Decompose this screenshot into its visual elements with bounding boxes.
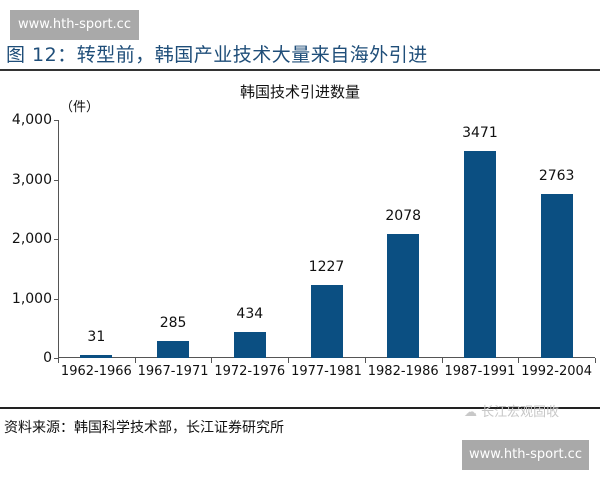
source-note: 资料来源：韩国科学技术部，长江证券研究所	[4, 420, 284, 436]
bar	[233, 332, 266, 358]
x-category-label: 1967-1971	[137, 364, 209, 379]
chart-title: 韩国技术引进数量	[239, 83, 360, 101]
x-tick	[288, 358, 290, 363]
x-category-label: 1982-1986	[367, 364, 439, 379]
x-category-label: 1992-2004	[521, 364, 593, 379]
figure-title: 图 12：转型前，韩国产业技术大量来自海外引进	[6, 44, 428, 66]
bar-value-label: 434	[236, 306, 264, 323]
wechat-account-name: 长江宏观固收	[481, 405, 560, 420]
x-tick	[58, 358, 59, 363]
wechat-watermark: ☁ 长江宏观固收	[464, 401, 559, 420]
x-tick	[134, 358, 136, 363]
y-tick	[54, 298, 58, 300]
y-tick-label: 1,000	[11, 290, 52, 307]
bottom-divider	[0, 407, 600, 409]
y-tick-label: 3,000	[11, 171, 52, 188]
y-tick-label: 4,000	[11, 112, 52, 128]
bar	[387, 234, 420, 358]
y-tick-label: 0	[43, 350, 52, 366]
y-axis	[58, 120, 59, 358]
y-tick	[54, 179, 58, 181]
bar-value-label: 31	[87, 329, 106, 345]
x-category-label: 1962-1966	[60, 364, 132, 379]
bar-value-label: 285	[159, 315, 187, 332]
y-tick-label: 2,000	[11, 231, 52, 247]
x-category-label: 1977-1981	[291, 364, 362, 379]
bar	[463, 151, 496, 358]
x-category-label: 1987-1991	[444, 364, 516, 379]
y-tick	[54, 120, 58, 121]
plot-area: 0 1,000 2,000 3,000 4,000 31 1962-1966 285 1967-…	[12, 112, 596, 379]
x-category-label: 1972-1976	[214, 364, 286, 379]
bar-value-label: 1227	[308, 258, 345, 275]
x-tick	[595, 358, 596, 363]
y-tick	[54, 239, 58, 240]
y-axis-unit: （件）	[60, 100, 100, 115]
wechat-icon: ☁	[464, 405, 482, 420]
bar	[310, 285, 343, 358]
bar	[157, 341, 190, 358]
x-tick	[518, 358, 520, 363]
watermark-bottom: www.hth-sport.cc	[462, 440, 589, 470]
watermark-top: www.hth-sport.cc	[10, 10, 139, 40]
bar-value-label: 2078	[385, 208, 422, 225]
y-tick	[54, 358, 58, 359]
bar	[80, 355, 113, 358]
bar-value-label: 3471	[462, 125, 498, 142]
bar-value-label: 2763	[538, 167, 575, 184]
x-tick	[211, 358, 213, 363]
bar	[540, 193, 573, 358]
top-divider	[0, 69, 600, 71]
x-tick	[364, 358, 366, 363]
x-tick	[441, 358, 443, 363]
